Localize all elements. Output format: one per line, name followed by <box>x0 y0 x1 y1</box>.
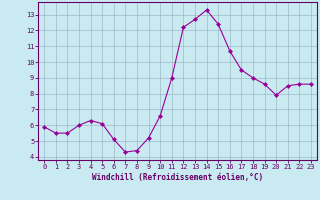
X-axis label: Windchill (Refroidissement éolien,°C): Windchill (Refroidissement éolien,°C) <box>92 173 263 182</box>
